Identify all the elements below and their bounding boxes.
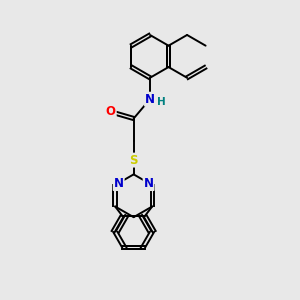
Text: H: H bbox=[157, 97, 166, 106]
Text: S: S bbox=[129, 154, 138, 166]
Text: N: N bbox=[145, 93, 155, 106]
Text: N: N bbox=[114, 177, 124, 190]
Text: N: N bbox=[144, 177, 154, 190]
Text: O: O bbox=[106, 106, 116, 118]
